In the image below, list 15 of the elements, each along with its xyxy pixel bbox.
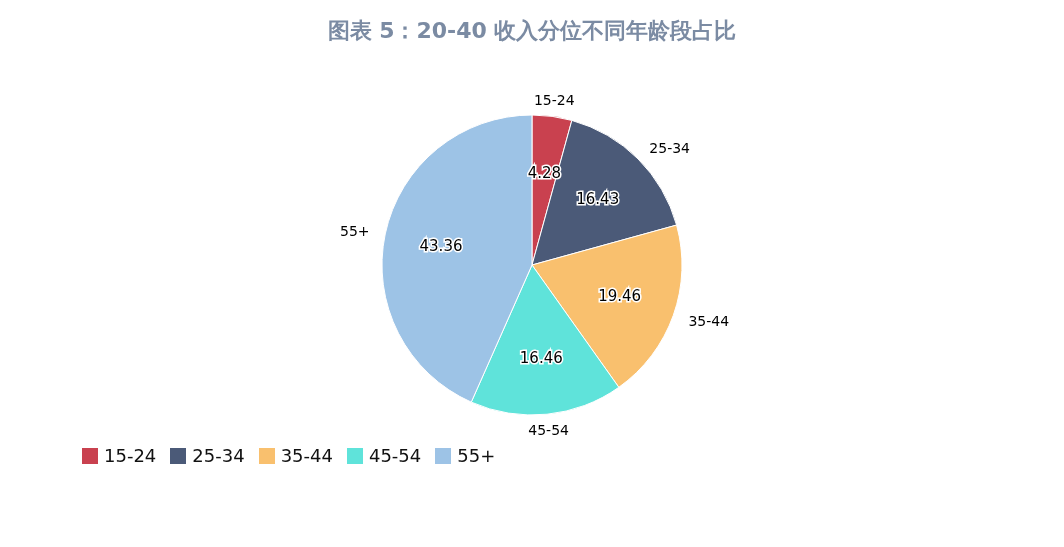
data-label: 16.46 bbox=[519, 348, 563, 367]
slice-label: 35-44 bbox=[688, 312, 730, 329]
legend-label: 55+ bbox=[457, 445, 496, 466]
slice-label: 45-54 bbox=[528, 422, 570, 439]
slice-label: 25-34 bbox=[649, 139, 691, 156]
data-label: 16.43 bbox=[576, 190, 620, 209]
legend-label: 25-34 bbox=[192, 445, 245, 466]
slice-label: 55+ bbox=[340, 222, 370, 239]
legend-label: 15-24 bbox=[104, 445, 157, 466]
data-label: 19.46 bbox=[598, 287, 642, 306]
chart-title: 图表 5：20-40 收入分位不同年龄段占比 bbox=[326, 17, 738, 45]
legend-label: 35-44 bbox=[280, 445, 333, 466]
slice-label: 15-24 bbox=[533, 92, 575, 109]
data-label: 43.36 bbox=[419, 236, 463, 255]
legend-label: 45-54 bbox=[368, 445, 422, 466]
